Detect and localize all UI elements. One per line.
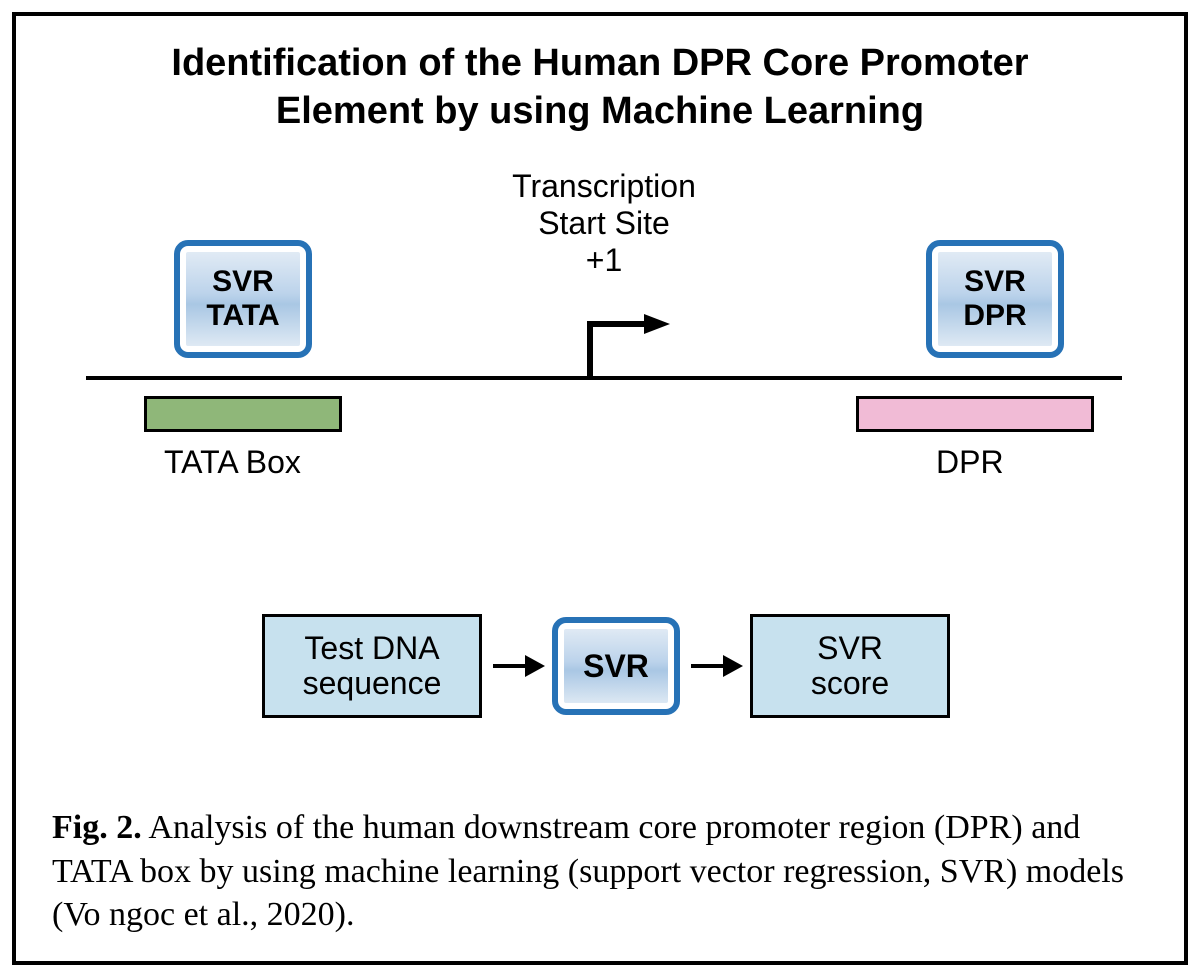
flow-input-box: Test DNA sequence	[262, 614, 482, 718]
svr-tata-line-1: SVR	[180, 265, 306, 300]
svr-tata-box: SVR TATA	[174, 240, 312, 358]
flow-output-box: SVR score	[750, 614, 950, 718]
flow-output-line-2: score	[811, 666, 889, 701]
flow-svr-label: SVR	[583, 648, 649, 685]
flow-arrow-2-icon	[680, 651, 750, 681]
caption-text: Analysis of the human downstream core pr…	[52, 809, 1124, 933]
figure-caption: Fig. 2. Analysis of the human downstream…	[52, 806, 1148, 937]
flow-input-line-1: Test DNA	[304, 631, 439, 666]
figure-frame: Identification of the Human DPR Core Pro…	[12, 12, 1188, 965]
flow-output-line-1: SVR	[817, 631, 883, 666]
tata-region	[144, 396, 342, 432]
svr-dpr-line-1: SVR	[932, 265, 1058, 300]
svr-dpr-line-2: DPR	[932, 299, 1058, 334]
svr-dpr-box: SVR DPR	[926, 240, 1064, 358]
tss-line-1: Transcription	[86, 168, 1122, 205]
promoter-diagram: Transcription Start Site +1 SVR TATA SVR…	[86, 186, 1122, 526]
title-line-1: Identification of the Human DPR Core Pro…	[16, 40, 1184, 88]
svr-tata-line-2: TATA	[180, 299, 306, 334]
title-line-2: Element by using Machine Learning	[16, 88, 1184, 136]
dpr-region	[856, 396, 1094, 432]
flow-diagram: Test DNA sequence SVR SVR score	[156, 596, 1056, 736]
caption-label: Fig. 2.	[52, 809, 142, 846]
figure-title: Identification of the Human DPR Core Pro…	[16, 40, 1184, 135]
flow-input-line-2: sequence	[303, 666, 442, 701]
flow-svr-box: SVR	[552, 617, 680, 715]
tss-line-2: Start Site	[86, 205, 1122, 242]
dpr-region-label: DPR	[936, 444, 1004, 481]
tata-region-label: TATA Box	[164, 444, 301, 481]
tss-arrow-icon	[584, 314, 674, 378]
flow-arrow-1-icon	[482, 651, 552, 681]
